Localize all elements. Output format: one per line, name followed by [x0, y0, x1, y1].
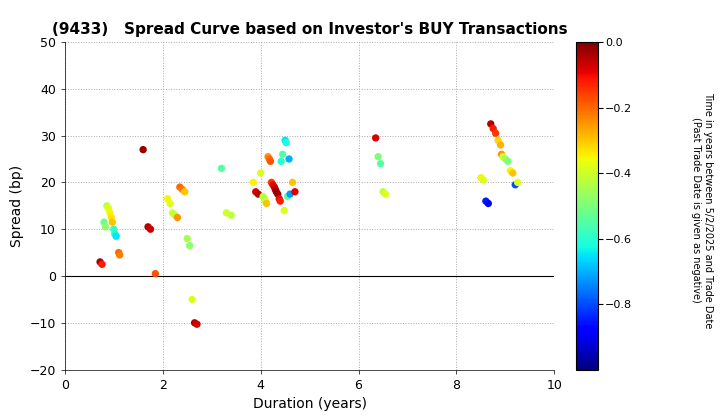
- Point: [283, 156, 294, 163]
- X-axis label: Duration (years): Duration (years): [253, 397, 366, 411]
- Point: [258, 195, 270, 202]
- Y-axis label: Spread (bp): Spread (bp): [10, 165, 24, 247]
- Point: [260, 198, 271, 205]
- Point: [176, 186, 188, 193]
- Point: [496, 151, 508, 158]
- Point: [101, 202, 112, 209]
- Point: [482, 200, 494, 207]
- Point: [189, 320, 200, 326]
- Point: [257, 193, 269, 200]
- Point: [276, 158, 287, 165]
- Point: [505, 167, 516, 174]
- Point: [164, 200, 176, 207]
- Text: Time in years between 5/2/2025 and Trade Date
(Past Trade Date is given as negat: Time in years between 5/2/2025 and Trade…: [691, 92, 713, 328]
- Point: [272, 191, 284, 197]
- Point: [372, 153, 384, 160]
- Point: [99, 223, 111, 230]
- Point: [487, 125, 499, 132]
- Point: [279, 137, 291, 144]
- Point: [267, 181, 279, 188]
- Point: [287, 179, 298, 186]
- Point: [110, 233, 122, 239]
- Point: [261, 200, 272, 207]
- Point: [138, 146, 149, 153]
- Point: [507, 170, 518, 176]
- Point: [216, 165, 228, 172]
- Point: [284, 191, 296, 197]
- Point: [184, 242, 195, 249]
- Point: [274, 195, 285, 202]
- Point: [492, 137, 504, 144]
- Point: [502, 158, 513, 165]
- Point: [477, 177, 489, 184]
- Point: [248, 179, 259, 186]
- Point: [370, 134, 382, 141]
- Point: [495, 142, 506, 148]
- Point: [280, 139, 292, 146]
- Point: [277, 151, 289, 158]
- Point: [179, 189, 191, 195]
- Point: [108, 226, 120, 233]
- Point: [274, 198, 286, 205]
- Point: [225, 212, 237, 218]
- Point: [143, 223, 154, 230]
- Point: [375, 160, 387, 167]
- Title: (9433)   Spread Curve based on Investor's BUY Transactions: (9433) Spread Curve based on Investor's …: [52, 22, 567, 37]
- Point: [282, 193, 293, 200]
- Point: [114, 252, 125, 258]
- Point: [167, 210, 179, 216]
- Point: [109, 231, 120, 237]
- Point: [113, 249, 125, 256]
- Point: [262, 153, 274, 160]
- Point: [269, 186, 281, 193]
- Point: [162, 195, 174, 202]
- Point: [266, 179, 277, 186]
- Point: [103, 205, 114, 212]
- Point: [279, 207, 290, 214]
- Point: [265, 158, 276, 165]
- Point: [271, 189, 282, 195]
- Point: [512, 179, 523, 186]
- Point: [98, 219, 109, 226]
- Point: [96, 261, 108, 268]
- Point: [269, 184, 280, 190]
- Point: [94, 259, 106, 265]
- Point: [264, 156, 275, 163]
- Point: [500, 156, 511, 163]
- Point: [171, 214, 183, 221]
- Point: [377, 189, 389, 195]
- Point: [485, 121, 497, 127]
- Point: [255, 170, 266, 176]
- Point: [250, 189, 261, 195]
- Point: [181, 235, 193, 242]
- Point: [174, 184, 186, 190]
- Point: [220, 210, 232, 216]
- Point: [480, 198, 492, 205]
- Point: [289, 189, 301, 195]
- Point: [169, 212, 181, 218]
- Point: [490, 130, 501, 136]
- Point: [192, 321, 203, 328]
- Point: [104, 210, 116, 216]
- Point: [145, 226, 156, 233]
- Point: [106, 214, 117, 221]
- Point: [150, 270, 161, 277]
- Point: [107, 219, 118, 226]
- Point: [379, 191, 391, 197]
- Point: [253, 191, 264, 197]
- Point: [475, 174, 487, 181]
- Point: [186, 296, 198, 303]
- Point: [498, 153, 509, 160]
- Point: [510, 181, 521, 188]
